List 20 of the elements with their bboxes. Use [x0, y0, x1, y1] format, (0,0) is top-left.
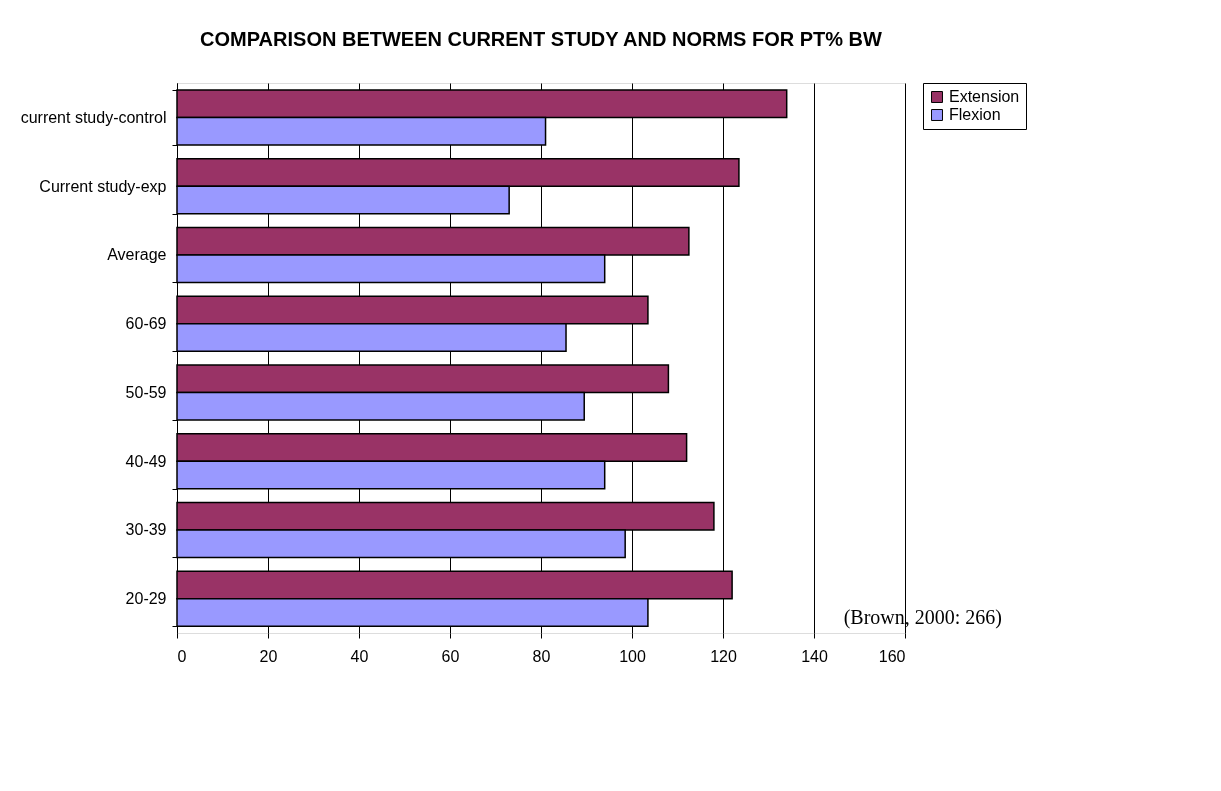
y-tick-label: Average	[107, 246, 167, 264]
y-tick-label: 50-59	[125, 383, 167, 401]
x-tick-label: 160	[878, 647, 906, 665]
x-tick-label: 40	[350, 647, 369, 665]
x-tick-label: 20	[259, 647, 278, 665]
legend-label: Extension	[949, 88, 1020, 105]
y-tick-label: 40-49	[125, 452, 167, 470]
x-tick-label: 80	[532, 647, 551, 665]
y-tick-label: 20-29	[125, 590, 167, 608]
legend-label: Flexion	[949, 106, 1001, 123]
x-tick-label: 100	[619, 647, 646, 665]
x-tick-label: 120	[710, 647, 737, 665]
y-tick-label: Current study-exp	[39, 177, 167, 195]
chart-title: COMPARISON BETWEEN CURRENT STUDY AND NORMS FOR PT% BW	[200, 28, 883, 50]
x-tick-label: 140	[801, 647, 828, 665]
y-tick-label: current study-control	[20, 108, 167, 126]
y-tick-label: 30-39	[125, 521, 167, 539]
x-tick-label: 60	[441, 647, 460, 665]
y-tick-label: 60-69	[125, 315, 167, 333]
x-tick-label: 0	[177, 647, 187, 665]
